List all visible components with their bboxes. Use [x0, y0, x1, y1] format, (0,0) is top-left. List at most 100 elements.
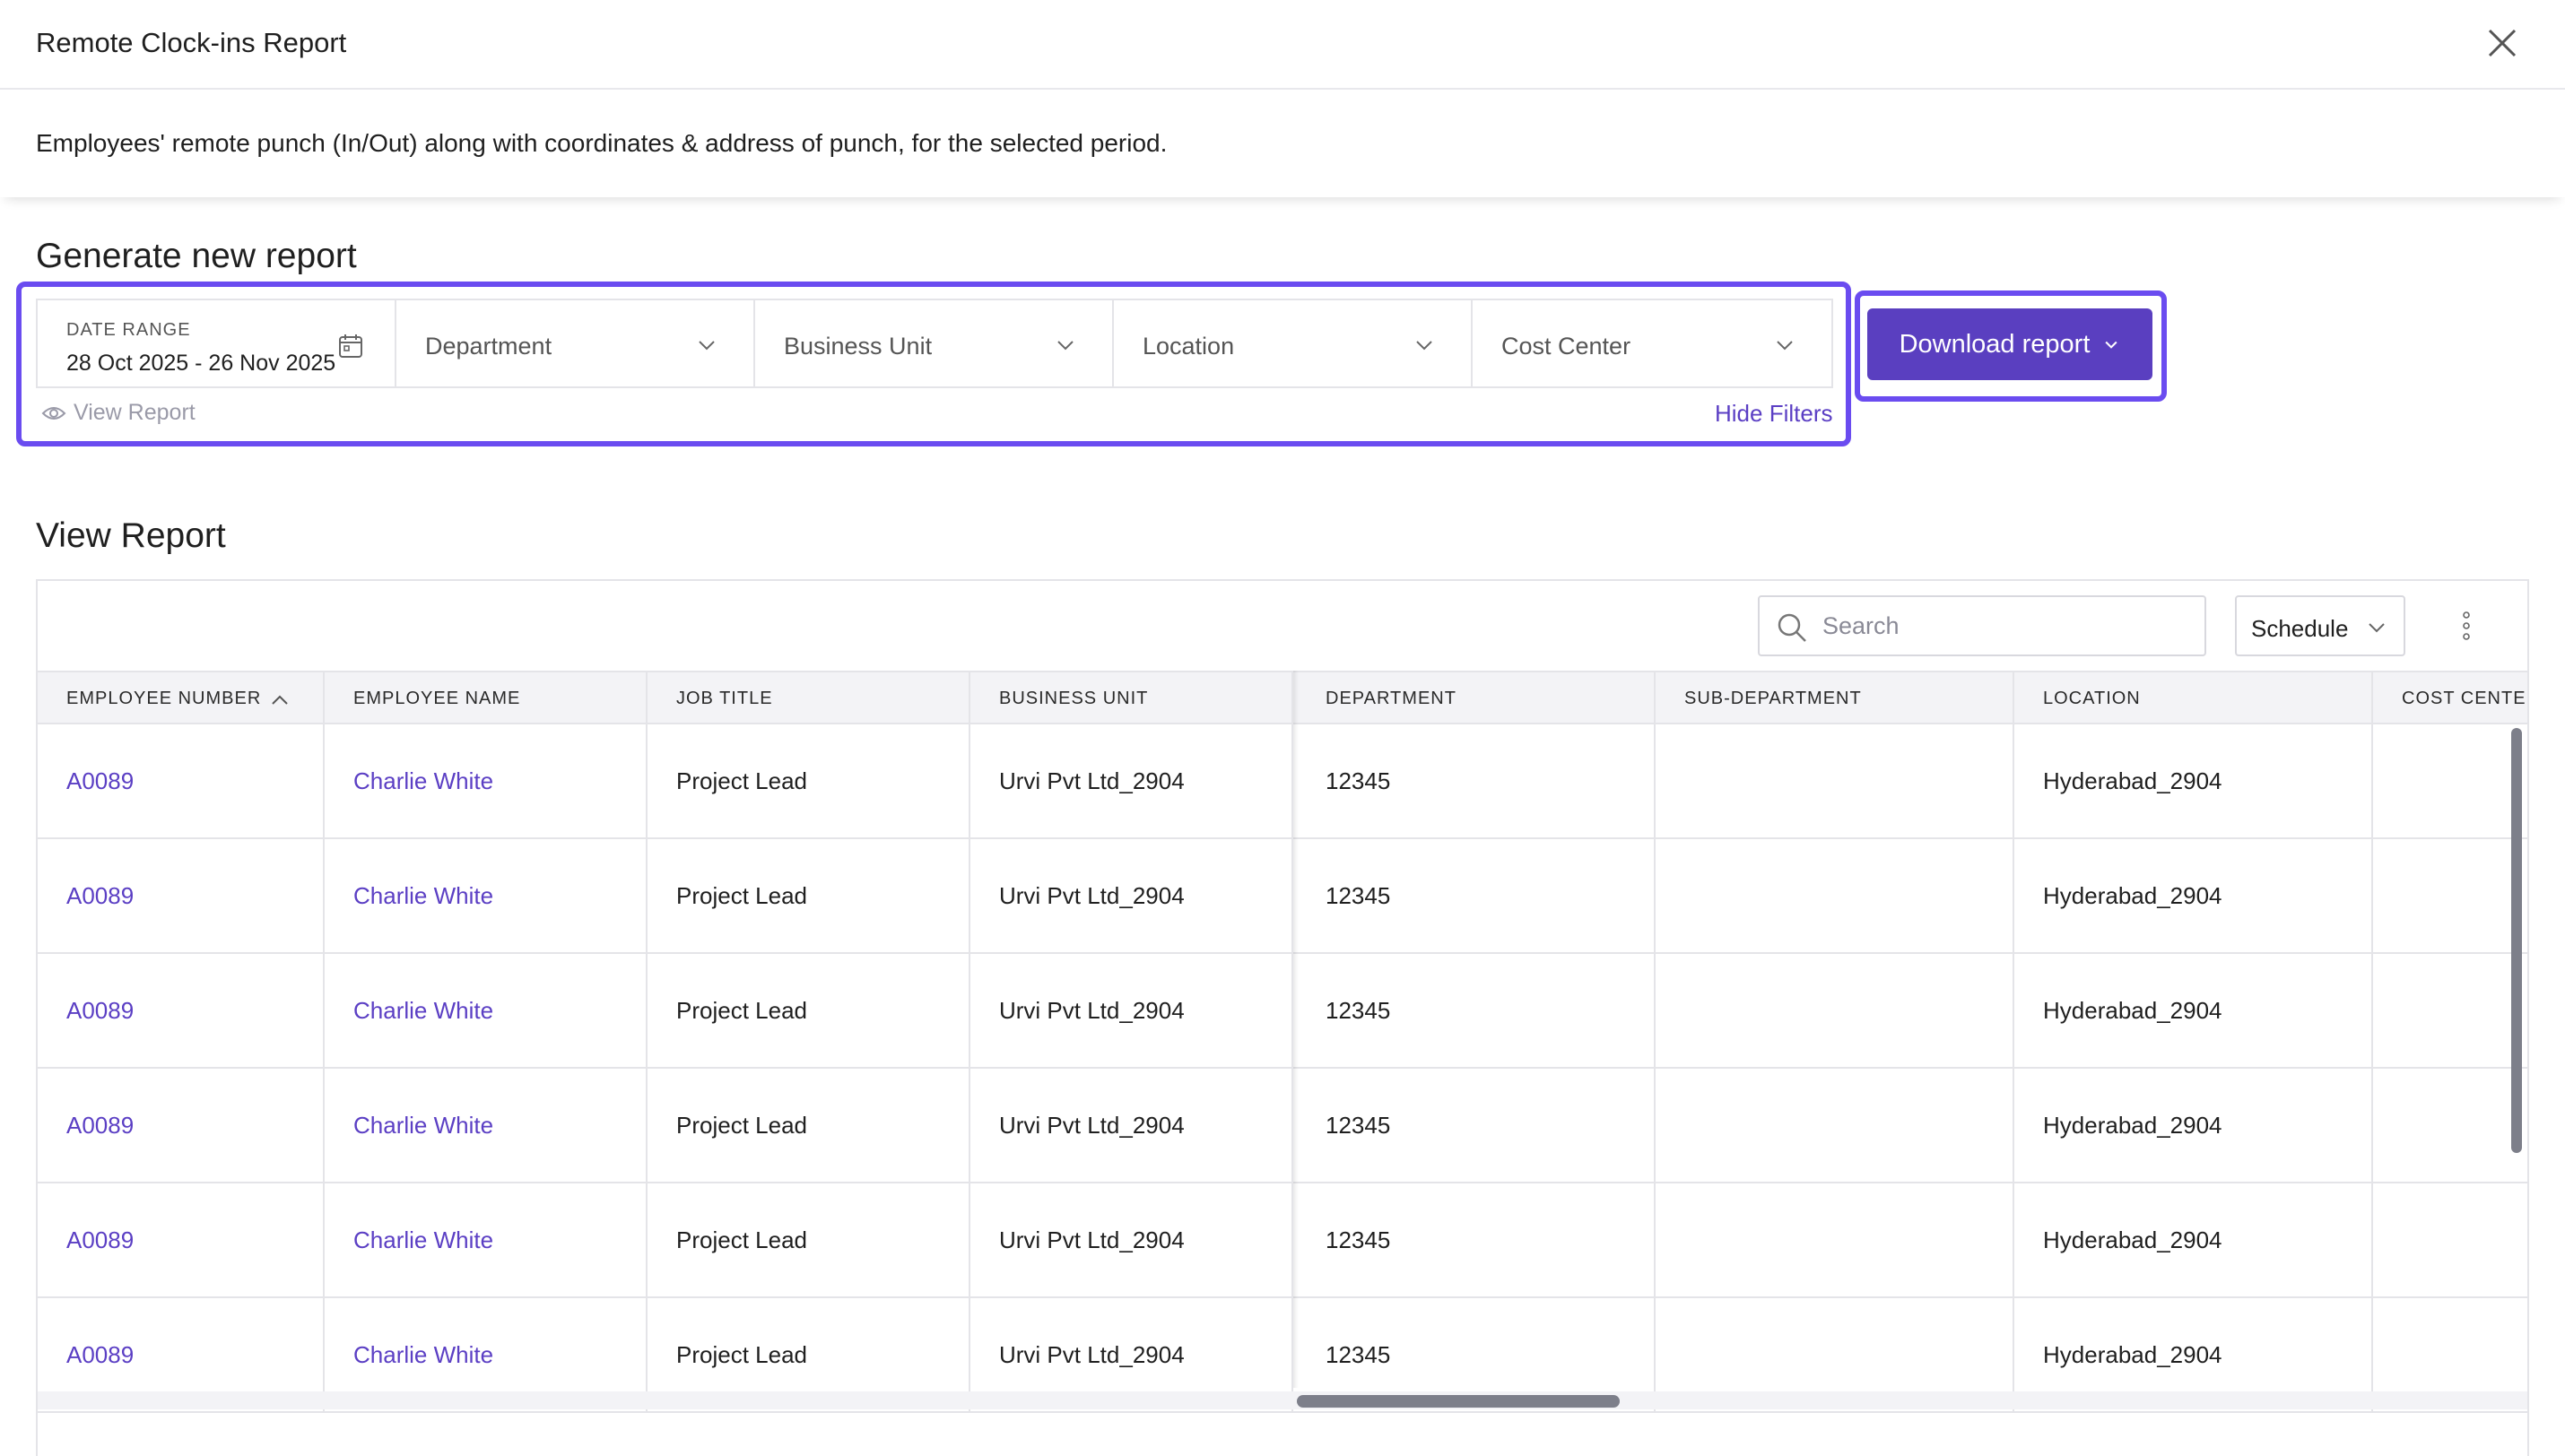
cost-center-cell [2373, 1183, 2527, 1296]
business-unit-dropdown[interactable]: Business Unit [755, 300, 1114, 386]
chevron-down-icon [699, 341, 715, 351]
search-icon [1778, 613, 1806, 642]
column-header-employee-number[interactable]: EMPLOYEE NUMBER [38, 672, 325, 724]
download-highlight [1855, 290, 2167, 402]
filter-bar: DATE RANGE 28 Oct 2025 - 26 Nov 2025 Dep… [36, 299, 1833, 388]
hide-filters-link[interactable]: Hide Filters [1715, 400, 1833, 427]
location-dropdown[interactable]: Location [1114, 300, 1473, 386]
employee-name-cell[interactable]: Charlie White [325, 1069, 648, 1182]
table-header: EMPLOYEE NUMBER EMPLOYEE NAME JOB TITLE … [38, 671, 2529, 724]
close-button[interactable] [2484, 25, 2520, 61]
table-row: A0089 Charlie White Project Lead Urvi Pv… [38, 1069, 2527, 1183]
horizontal-scrollbar[interactable] [1297, 1395, 1620, 1408]
schedule-label: Schedule [2251, 615, 2349, 642]
cost-center-cell [2373, 954, 2527, 1067]
department-cell: 12345 [1297, 954, 1656, 1067]
location-cell: Hyderabad_2904 [2014, 839, 2373, 952]
download-report-button[interactable]: Download report [1867, 308, 2152, 380]
column-header-location[interactable]: LOCATION [2014, 672, 2373, 724]
business-unit-cell: Urvi Pvt Ltd_2904 [970, 954, 1293, 1067]
column-header-cost-center[interactable]: COST CENTER [2402, 689, 2529, 708]
employee-name-cell[interactable]: Charlie White [325, 954, 648, 1067]
column-header-job-title[interactable]: JOB TITLE [648, 672, 970, 724]
view-report-link[interactable]: View Report [41, 400, 196, 426]
employee-name-cell[interactable]: Charlie White [325, 724, 648, 837]
department-cell: 12345 [1297, 839, 1656, 952]
chevron-down-icon [1057, 341, 1074, 351]
vertical-scrollbar[interactable] [2511, 728, 2522, 1153]
department-dropdown-label: Department [425, 333, 552, 360]
search-box[interactable] [1758, 595, 2206, 656]
job-title-cell: Project Lead [648, 1183, 970, 1296]
chevron-down-icon [2105, 341, 2117, 349]
business-unit-cell: Urvi Pvt Ltd_2904 [970, 1069, 1293, 1182]
employee-number-cell[interactable]: A0089 [38, 1069, 325, 1182]
view-report-heading: View Report [36, 516, 226, 555]
table-row: A0089 Charlie White Project Lead Urvi Pv… [38, 724, 2527, 839]
sub-department-cell [1656, 1183, 2014, 1296]
table-row: A0089 Charlie White Project Lead Urvi Pv… [38, 954, 2527, 1069]
employee-number-cell[interactable]: A0089 [38, 1298, 325, 1411]
sort-ascending-icon[interactable] [270, 693, 290, 706]
kebab-menu-icon[interactable] [2459, 608, 2474, 644]
date-range-picker[interactable]: DATE RANGE 28 Oct 2025 - 26 Nov 2025 [38, 300, 396, 386]
sub-department-cell [1656, 724, 2014, 837]
business-unit-cell: Urvi Pvt Ltd_2904 [970, 839, 1293, 952]
table-row: A0089 Charlie White Project Lead Urvi Pv… [38, 1183, 2527, 1298]
view-report-link-label: View Report [74, 400, 196, 425]
download-report-label: Download report [1899, 329, 2091, 359]
job-title-cell: Project Lead [648, 1298, 970, 1411]
location-cell: Hyderabad_2904 [2014, 1183, 2373, 1296]
filters-highlight [16, 282, 1851, 446]
employee-name-cell[interactable]: Charlie White [325, 1183, 648, 1296]
business-unit-cell: Urvi Pvt Ltd_2904 [970, 1183, 1293, 1296]
sub-department-cell [1656, 1298, 2014, 1411]
date-range-value: 28 Oct 2025 - 26 Nov 2025 [66, 351, 336, 376]
department-dropdown[interactable]: Department [396, 300, 755, 386]
sub-department-cell [1656, 1069, 2014, 1182]
column-header-label: EMPLOYEE NUMBER [66, 689, 262, 708]
cost-center-dropdown-label: Cost Center [1501, 333, 1631, 360]
schedule-dropdown[interactable]: Schedule [2235, 595, 2405, 656]
sub-department-cell [1656, 839, 2014, 952]
job-title-cell: Project Lead [648, 724, 970, 837]
column-header-department[interactable]: DEPARTMENT [1297, 672, 1656, 724]
cost-center-cell [2373, 724, 2527, 837]
job-title-cell: Project Lead [648, 1069, 970, 1182]
report-description: Employees' remote punch (In/Out) along w… [36, 129, 1168, 157]
close-icon [2488, 29, 2517, 57]
employee-number-cell[interactable]: A0089 [38, 954, 325, 1067]
cost-center-cell [2373, 1069, 2527, 1182]
employee-number-cell[interactable]: A0089 [38, 1183, 325, 1296]
column-header-employee-name[interactable]: EMPLOYEE NAME [325, 672, 648, 724]
business-unit-cell: Urvi Pvt Ltd_2904 [970, 724, 1293, 837]
chevron-down-icon [2369, 623, 2385, 633]
employee-name-cell[interactable]: Charlie White [325, 839, 648, 952]
location-cell: Hyderabad_2904 [2014, 1298, 2373, 1411]
employee-name-cell[interactable]: Charlie White [325, 1298, 648, 1411]
calendar-icon[interactable] [337, 333, 364, 360]
business-unit-cell: Urvi Pvt Ltd_2904 [970, 1298, 1293, 1411]
eye-icon [41, 406, 66, 420]
date-range-label: DATE RANGE [66, 320, 191, 340]
column-header-sub-department[interactable]: SUB-DEPARTMENT [1656, 672, 2014, 724]
search-input[interactable] [1822, 606, 2190, 646]
chevron-down-icon [1416, 341, 1432, 351]
department-cell: 12345 [1297, 1183, 1656, 1296]
table-row: A0089 Charlie White Project Lead Urvi Pv… [38, 1298, 2527, 1413]
location-cell: Hyderabad_2904 [2014, 724, 2373, 837]
job-title-cell: Project Lead [648, 954, 970, 1067]
column-header-business-unit[interactable]: BUSINESS UNIT [970, 672, 1293, 724]
employee-number-cell[interactable]: A0089 [38, 839, 325, 952]
table-row: A0089 Charlie White Project Lead Urvi Pv… [38, 839, 2527, 954]
chevron-down-icon [1777, 341, 1793, 351]
employee-number-cell[interactable]: A0089 [38, 724, 325, 837]
cost-center-dropdown[interactable]: Cost Center [1473, 300, 1831, 386]
report-table: Schedule EMPLOYEE NUMBER EMPLOYEE NAME J… [36, 579, 2529, 1456]
cost-center-cell [2373, 839, 2527, 952]
sub-department-cell [1656, 954, 2014, 1067]
location-cell: Hyderabad_2904 [2014, 1069, 2373, 1182]
business-unit-dropdown-label: Business Unit [784, 333, 933, 360]
horizontal-scrollbar-track [38, 1391, 2527, 1409]
department-cell: 12345 [1297, 1298, 1656, 1411]
